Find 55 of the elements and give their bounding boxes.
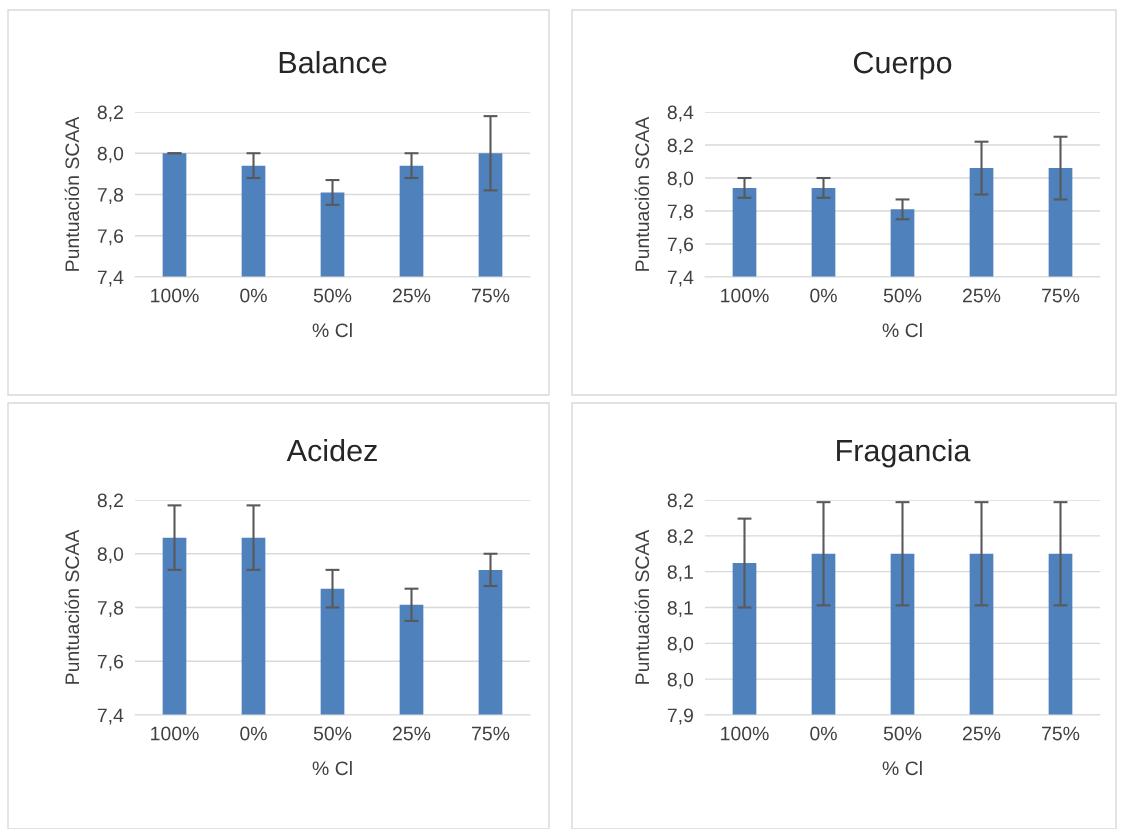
y-tick-label: 8,2: [97, 105, 123, 122]
y-tick-label: 8,2: [667, 138, 693, 155]
x-tick-label: 25%: [393, 726, 431, 741]
y-tick-label: 7,8: [97, 600, 124, 618]
y-tick-label: 7,6: [667, 237, 694, 254]
x-axis-title: % Cl: [312, 322, 352, 338]
y-axis-title: Puntuación SCAA: [64, 116, 80, 271]
y-tick-label: 8,0: [97, 146, 124, 163]
x-tick-label: 50%: [313, 726, 352, 741]
y-tick-label: 8,4: [667, 105, 694, 122]
x-tick-label: 75%: [472, 288, 510, 303]
y-axis-title: Puntuación SCAA: [634, 116, 650, 271]
y-tick-label: 7,6: [97, 229, 124, 246]
x-tick-label: 25%: [393, 288, 431, 303]
chart-title: Acidez: [286, 438, 377, 462]
y-tick-label: 8,2: [97, 493, 123, 510]
x-axis-title: % Cl: [882, 760, 922, 776]
x-tick-label: 75%: [1042, 726, 1080, 741]
y-tick-label: 8,2: [667, 529, 693, 546]
x-tick-label: 25%: [963, 288, 1001, 303]
y-tick-label: 7,4: [97, 270, 124, 287]
x-tick-label: 100%: [721, 726, 769, 741]
y-tick-label: 7,8: [97, 187, 124, 205]
y-tick-label: 7,8: [667, 204, 694, 221]
x-tick-label: 75%: [472, 726, 510, 741]
chart-title: Cuerpo: [853, 51, 952, 80]
y-tick-label: 7,4: [667, 270, 694, 287]
x-tick-label: 50%: [883, 726, 922, 741]
y-tick-label: 8,1: [667, 600, 693, 618]
x-tick-label: 0%: [240, 288, 267, 303]
x-axis-title: % Cl: [882, 322, 922, 338]
y-tick-label: 7,9: [667, 708, 693, 725]
x-tick-label: 0%: [810, 726, 837, 741]
y-tick-label: 8,0: [667, 672, 694, 689]
x-tick-label: 50%: [883, 288, 922, 303]
x-tick-label: 100%: [721, 288, 769, 303]
y-tick-label: 8,0: [97, 547, 124, 564]
y-tick-label: 8,1: [667, 565, 693, 582]
y-tick-label: 7,6: [97, 654, 124, 671]
chart-title: Fragancia: [837, 438, 971, 468]
y-tick-label: 8,0: [667, 636, 694, 653]
y-axis-title: Puntuación SCAA: [634, 529, 650, 684]
x-tick-label: 100%: [151, 288, 199, 303]
y-tick-label: 8,0: [667, 171, 694, 188]
y-tick-label: 7,4: [97, 708, 124, 725]
y-axis-title: Puntuación SCAA: [64, 529, 80, 684]
x-tick-label: 0%: [810, 288, 837, 303]
x-axis-title: % Cl: [312, 760, 352, 776]
chart-title: Balance: [279, 50, 387, 74]
x-tick-label: 50%: [313, 288, 352, 303]
y-tick-label: 8,2: [667, 493, 693, 510]
x-tick-label: 100%: [151, 726, 199, 741]
x-tick-label: 25%: [963, 726, 1001, 741]
x-tick-label: 75%: [1042, 288, 1080, 303]
x-tick-label: 0%: [240, 726, 267, 741]
